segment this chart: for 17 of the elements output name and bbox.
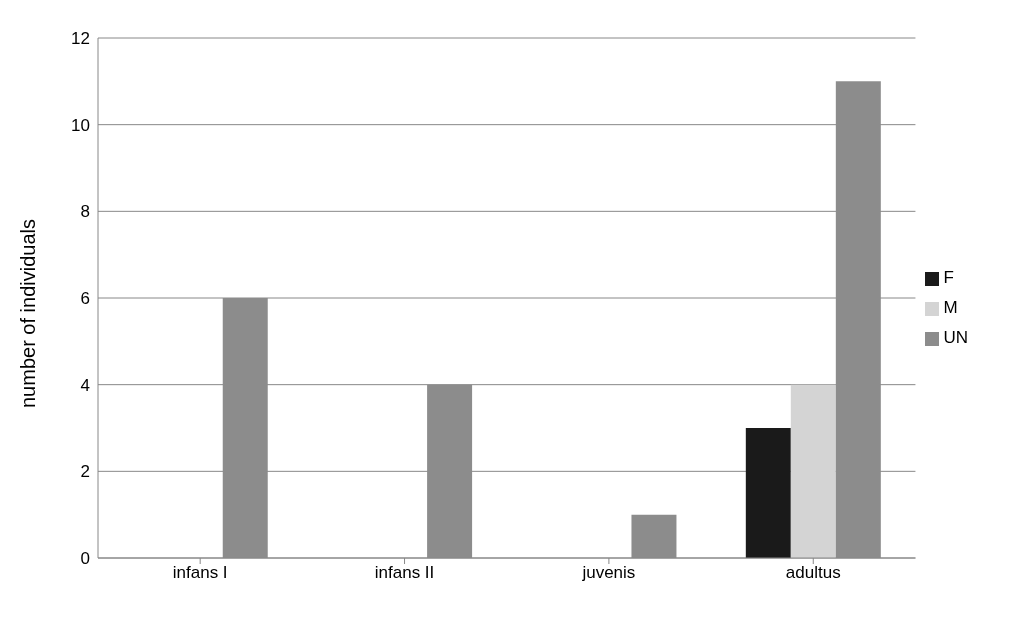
x-tick-label: infans II [374,563,435,583]
y-tick-label: 12 [71,29,90,49]
x-tick-label: adultus [785,563,841,583]
y-axis-title: number of individuals [17,219,40,408]
y-tick-label: 4 [80,375,90,395]
y-tick-label: 2 [80,462,90,482]
bar [745,428,791,558]
x-tick-label: juvenis [581,563,636,583]
y-tick-label: 6 [80,289,90,309]
legend-label: F [943,268,954,287]
x-tick-label: infans I [172,563,228,583]
y-tick-label: 0 [80,549,90,569]
bar [790,384,836,558]
y-tick-label: 8 [80,202,90,222]
legend-label: M [943,298,958,317]
y-tick-label: 10 [71,115,90,135]
legend-label: UN [943,328,968,347]
